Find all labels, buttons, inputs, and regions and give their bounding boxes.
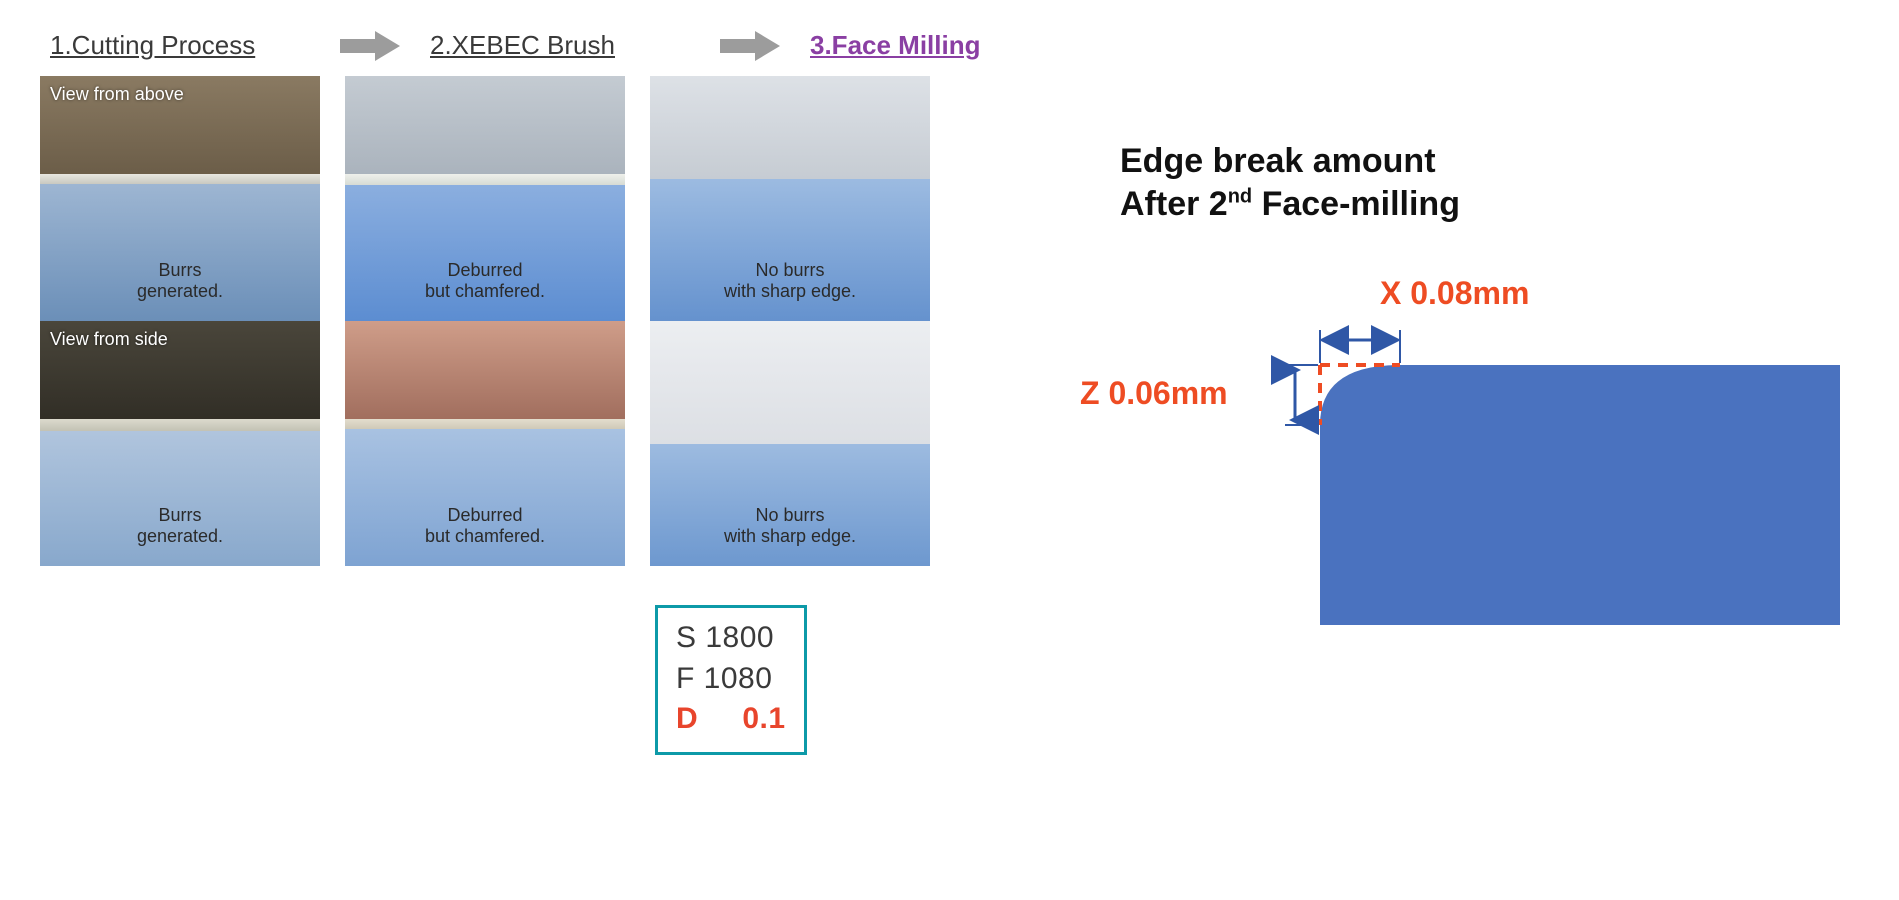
param-s-label: S — [676, 621, 697, 654]
param-f-label: F — [676, 662, 695, 695]
photo-col1-side: View from side Burrs generated. — [40, 321, 320, 566]
param-s: S 1800 — [676, 618, 786, 659]
view-label-side: View from side — [50, 329, 168, 350]
process-header-row: 1.Cutting Process 2.XEBEC Brush 3.Face M… — [40, 30, 1859, 61]
photo-col2-side: Deburred but chamfered. — [345, 321, 625, 566]
x-dimension-label: X 0.08mm — [1380, 275, 1529, 312]
param-f-value: 1080 — [704, 662, 773, 695]
photo-col-1: View from above Burrs generated. View fr… — [40, 76, 320, 566]
photo-caption: Deburred but chamfered. — [345, 260, 625, 303]
edge-break-title-line2-prefix: After 2 — [1120, 185, 1228, 223]
photo-col-3: No burrs with sharp edge. No burrs with … — [650, 76, 930, 566]
edge-break-diagram: X 0.08mm Z 0.06mm — [1120, 285, 1840, 705]
photo-caption: Burrs generated. — [40, 260, 320, 303]
edge-break-title-sup: nd — [1228, 185, 1252, 207]
param-s-value: 1800 — [705, 621, 774, 654]
step-3-header: 3.Face Milling — [800, 30, 1080, 61]
photo-col1-above: View from above Burrs generated. — [40, 76, 320, 321]
param-d: D 0.1 — [676, 699, 786, 740]
view-label-above: View from above — [50, 84, 184, 105]
photo-col-2: Deburred but chamfered. Deburred but cha… — [345, 76, 625, 566]
parameter-box: S 1800 F 1080 D 0.1 — [655, 605, 807, 755]
param-d-label: D — [676, 702, 698, 735]
edge-break-title-line1: Edge break amount — [1120, 142, 1436, 180]
edge-break-title-line2-suffix: Face-milling — [1252, 185, 1460, 223]
photo-caption: No burrs with sharp edge. — [650, 505, 930, 548]
step-1-header: 1.Cutting Process — [40, 30, 320, 61]
step-2-header: 2.XEBEC Brush — [420, 30, 700, 61]
photo-caption: Deburred but chamfered. — [345, 505, 625, 548]
photo-col3-above: No burrs with sharp edge. — [650, 76, 930, 321]
photo-col3-side: No burrs with sharp edge. — [650, 321, 930, 566]
edge-break-block: Edge break amount After 2nd Face-milling… — [1120, 140, 1840, 705]
param-f: F 1080 — [676, 659, 786, 700]
arrow-icon — [720, 31, 780, 61]
edge-break-svg — [1120, 285, 1840, 705]
z-dimension-label: Z 0.06mm — [1080, 375, 1228, 412]
param-d-value: 0.1 — [742, 702, 785, 735]
workpiece-shape — [1320, 365, 1840, 625]
arrow-icon — [340, 31, 400, 61]
photo-caption: Burrs generated. — [40, 505, 320, 548]
photo-caption: No burrs with sharp edge. — [650, 260, 930, 303]
photo-col2-above: Deburred but chamfered. — [345, 76, 625, 321]
edge-break-title: Edge break amount After 2nd Face-milling — [1120, 140, 1840, 225]
